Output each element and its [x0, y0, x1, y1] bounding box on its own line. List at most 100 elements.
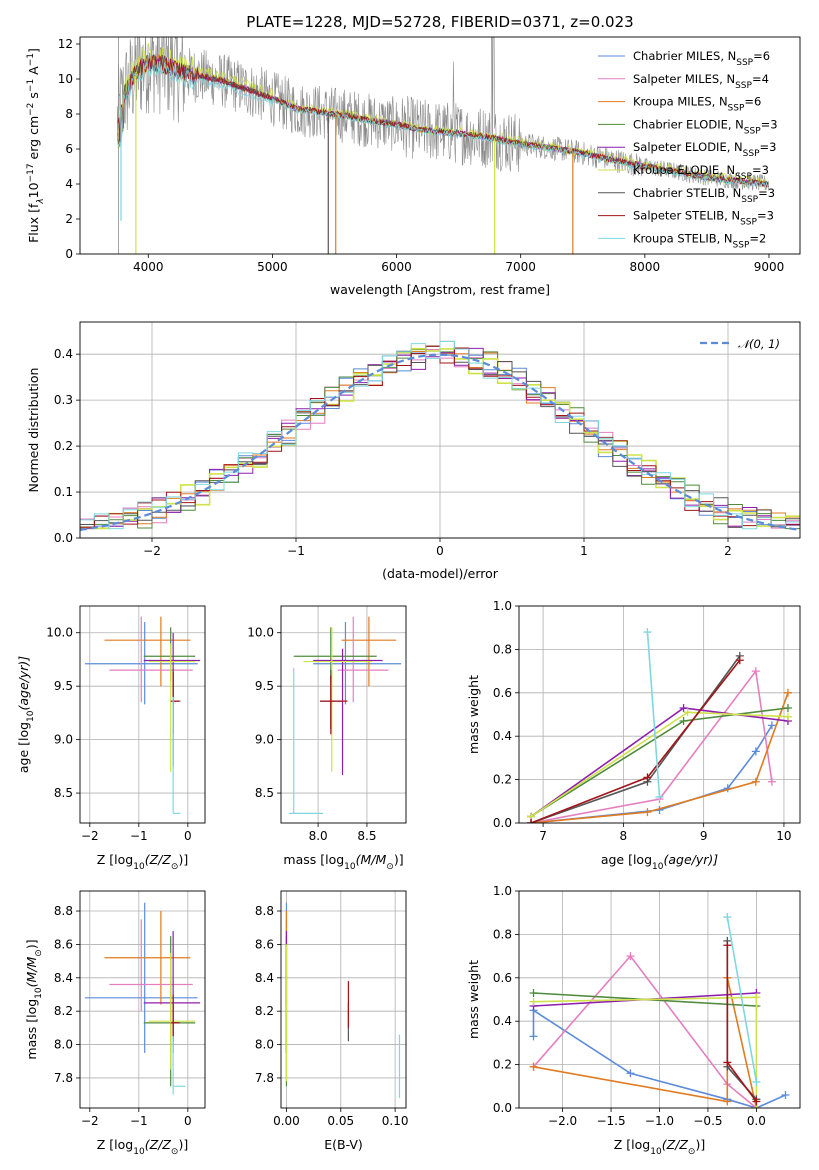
point-salpeter_elodie	[143, 931, 201, 1053]
point-kroupa_stelib	[172, 1036, 186, 1095]
y-tick-label: 8.6	[255, 937, 274, 951]
label-part: 10	[650, 1147, 662, 1157]
data-point	[626, 952, 635, 961]
data-point	[783, 688, 792, 697]
point-salpeter_miles	[109, 616, 193, 703]
label-part: =3	[760, 140, 777, 154]
label-part: (M/M	[24, 957, 39, 988]
label-part: Chabrier MILES, N	[633, 49, 736, 63]
x-tick-label: −2.0	[548, 1114, 577, 1128]
label-part: )]	[24, 939, 39, 949]
data-point	[751, 667, 760, 676]
series-chabrier_stelib	[723, 936, 761, 1104]
axes: 4000 5000 6000 7000 8000 9000 0 2 4 6 8 10 12 wavelen…	[26, 36, 801, 297]
point-kroupa_stelib	[172, 696, 181, 814]
label-part: mass [log	[24, 999, 39, 1060]
data-point	[529, 1062, 538, 1071]
label-part: ⊙	[171, 862, 179, 872]
y-tick-label: 10	[58, 72, 73, 86]
data-point	[752, 1077, 761, 1086]
legend-entry-salpeter_elodie: Salpeter ELODIE, NSSP=3	[633, 140, 776, 159]
legend-entry-salpeter_miles: Salpeter MILES, NSSP=4	[633, 72, 769, 91]
label-part: SSP	[740, 218, 757, 228]
x-tick-label: 0.00	[273, 1114, 300, 1128]
y-tick-label: 8.6	[54, 937, 73, 951]
legend: 𝒩(0, 1)	[700, 337, 780, 351]
label-part: 10	[26, 710, 36, 722]
y-tick-label: 9.0	[54, 733, 73, 747]
panel-age_vs_z: −2 −1 08.59.09.510.0Z [log10(Z/Z⊙)]age [lo…	[16, 605, 206, 872]
legend-entry-salpeter_stelib: Salpeter STELIB, NSSP=3	[633, 209, 774, 228]
data-point	[643, 628, 652, 637]
x-axis-label: Z [log10(Z/Z⊙)]	[614, 1137, 705, 1157]
label-part: Kroupa ELODIE, N	[633, 163, 735, 177]
y-tick-label: 4	[65, 177, 73, 191]
x-tick-label: 10	[776, 829, 791, 843]
point-kroupa_elodie	[303, 627, 372, 772]
y-axis-label: mass weight	[466, 960, 481, 1039]
axes-frame	[79, 605, 206, 824]
y-tick-label: 12	[58, 37, 73, 51]
y-tick-label: 0.1	[54, 485, 73, 499]
label-part: −2	[26, 103, 36, 116]
point-salpeter_miles	[109, 919, 193, 1012]
data-point	[783, 712, 792, 721]
histogram-kroupa_stelib	[80, 341, 800, 530]
point-kroupa_miles	[104, 616, 191, 687]
series-line	[533, 996, 758, 1108]
x-tick-label: 7	[539, 829, 547, 843]
legend-entry-kroupa_miles: Kroupa MILES, NSSP=6	[633, 95, 761, 114]
label-part: ⊙	[171, 1147, 179, 1157]
y-tick-label: 0.3	[54, 393, 73, 407]
label-part: =3	[761, 117, 778, 131]
label-part: )]	[394, 852, 404, 867]
y-tick-label: 9.0	[255, 733, 274, 747]
axes-frame	[280, 890, 407, 1109]
x-tick-label: 8.5	[357, 829, 376, 843]
series-kroupa_stelib	[723, 913, 761, 1086]
legend-entry-chabrier_stelib: Chabrier STELIB, NSSP=3	[633, 186, 775, 205]
x-tick-label: 5000	[257, 260, 288, 274]
axes: −2 −1 07.88.08.28.48.68.8Z [log10(Z/Z⊙)]ma…	[24, 890, 206, 1157]
axes-frame	[518, 890, 801, 1109]
label-part: =3	[757, 209, 774, 223]
point-chabrier_stelib	[172, 1002, 181, 1042]
y-tick-label: 8	[65, 107, 73, 121]
y-tick-label: 2	[65, 212, 73, 226]
y-tick-label: 7.8	[54, 1071, 73, 1085]
plot-area	[285, 902, 401, 1098]
y-tick-label: 6	[65, 142, 73, 156]
label-part: 10	[133, 1147, 145, 1157]
y-axis-label: Flux [fλ10−17 erg cm−2 s−1 A−1]	[26, 48, 46, 243]
point-kroupa_elodie	[148, 643, 196, 772]
plot-area	[288, 616, 402, 814]
label-part: SSP	[728, 104, 745, 114]
label-part: 10	[344, 862, 356, 872]
model-spectrum-kroupa_stelib	[117, 60, 769, 188]
point-chabrier_stelib	[172, 669, 181, 767]
label-part: mass [log	[283, 852, 344, 867]
data-point	[655, 792, 664, 801]
y-tick-label: 8.2	[255, 1004, 274, 1018]
x-tick-label: 0.0	[747, 1114, 766, 1128]
y-tick-label: 0.4	[493, 1014, 512, 1028]
data-point	[781, 1090, 790, 1099]
x-tick-label: 7000	[505, 260, 536, 274]
y-tick-label: 8.4	[255, 971, 274, 985]
point-chabrier_miles	[313, 622, 402, 705]
axes-frame	[79, 36, 801, 255]
label-part: =6	[753, 49, 770, 63]
y-tick-label: 0.2	[54, 439, 73, 453]
x-tick-label: −2	[81, 1114, 99, 1128]
y-tick-label: 8.5	[255, 786, 274, 800]
y-tick-label: 10.0	[247, 626, 274, 640]
panel-mass_vs_z: −2 −1 07.88.08.28.48.68.8Z [log10(Z/Z⊙)]ma…	[24, 890, 206, 1157]
label-part: SSP	[741, 195, 758, 205]
label-part: Kroupa MILES, N	[633, 95, 728, 109]
point-chabrier_elodie	[293, 627, 377, 681]
x-tick-label: −1	[287, 544, 305, 558]
label-part: Salpeter ELODIE, N	[633, 140, 743, 154]
x-tick-label: 1	[580, 544, 588, 558]
label-part: 10	[652, 862, 664, 872]
